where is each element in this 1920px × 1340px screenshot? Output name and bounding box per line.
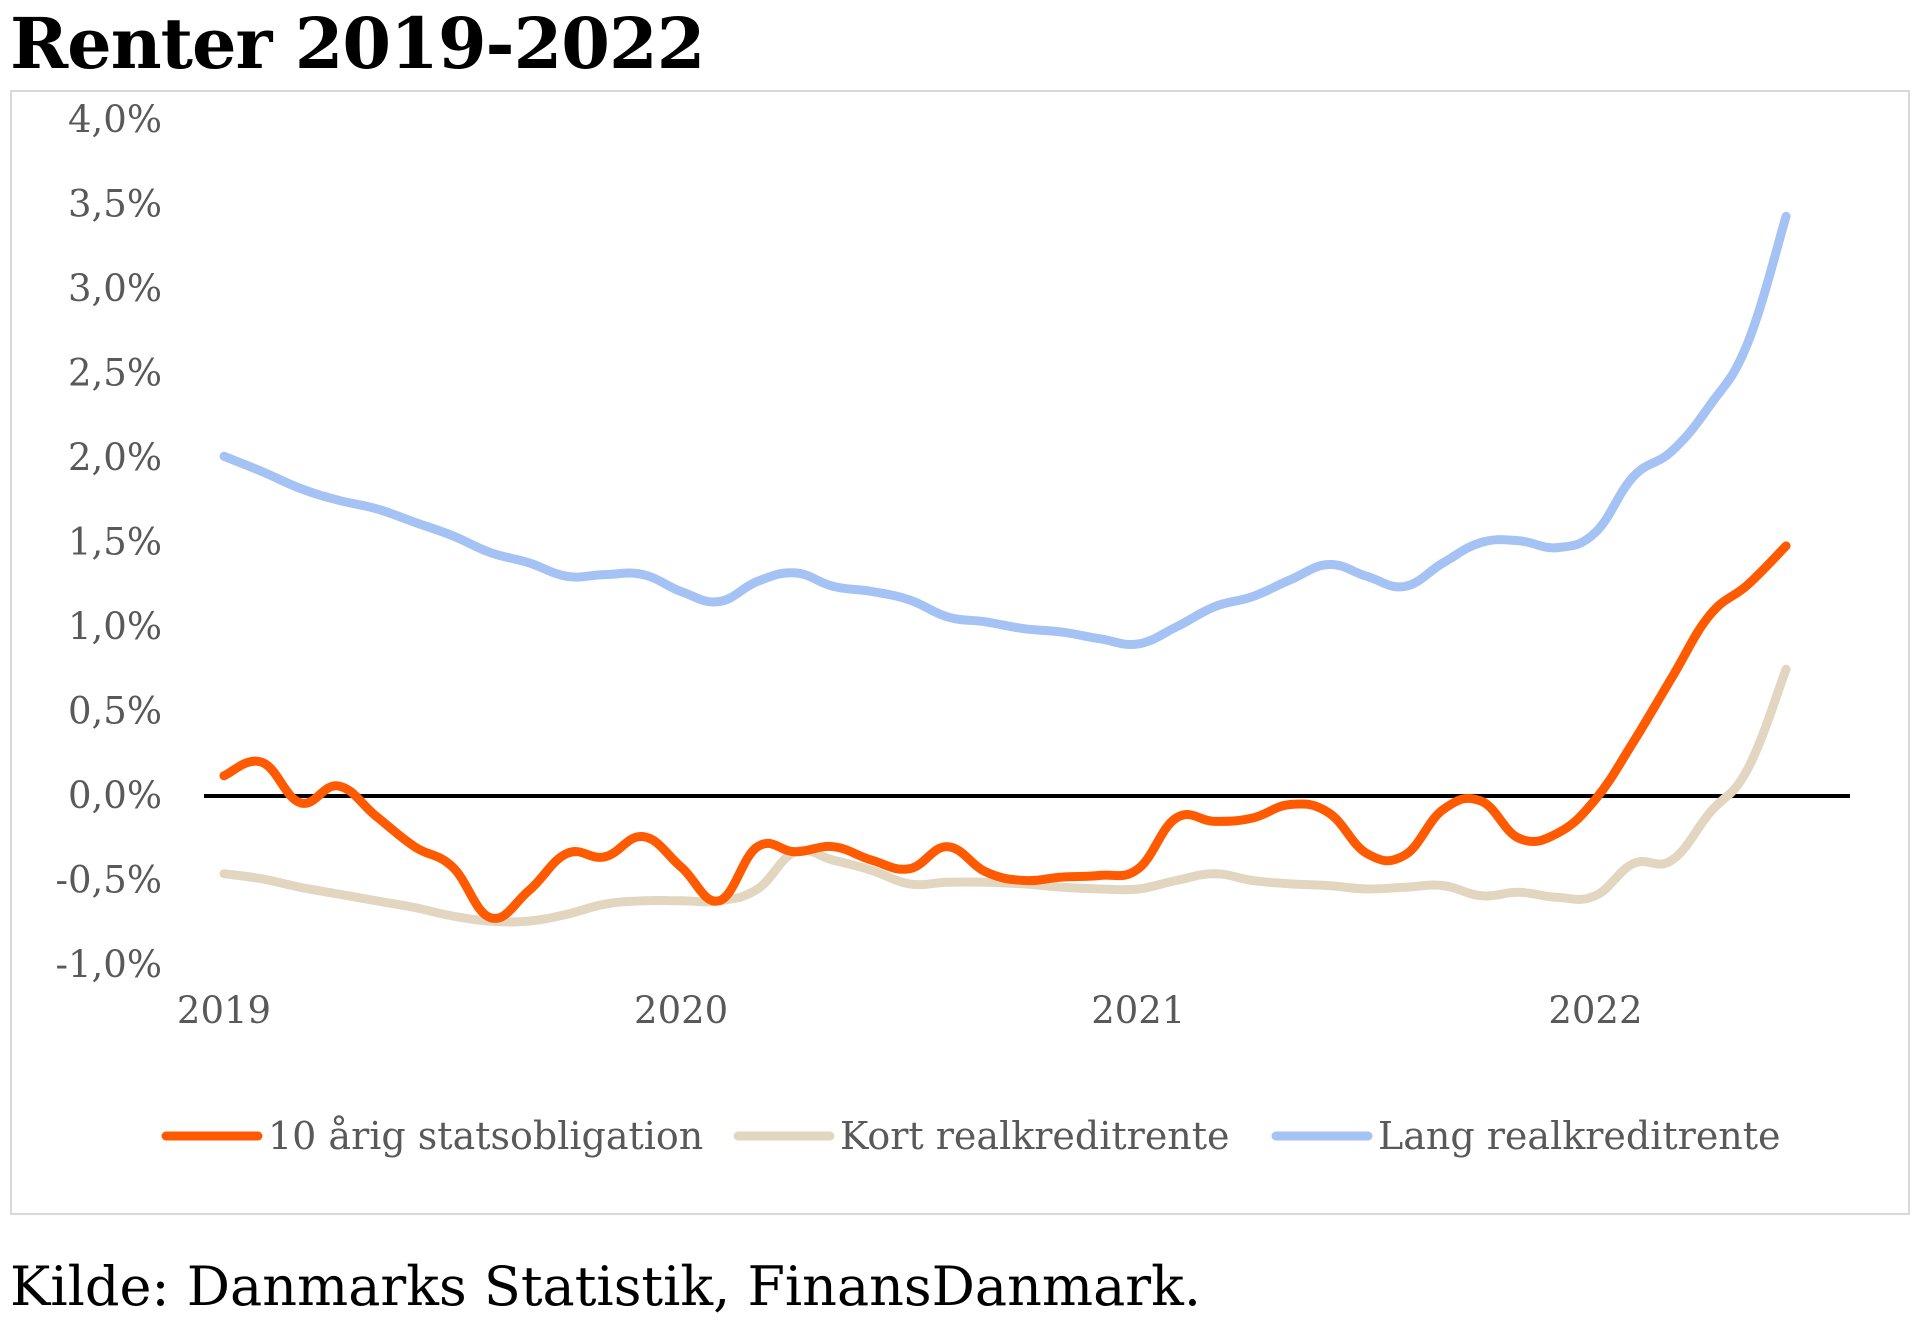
series-line-10-rig-statsobligation (219, 541, 1791, 923)
y-tick-label: 1,5% (68, 521, 162, 564)
y-tick-label: 1,0% (68, 605, 162, 648)
y-tick-label: -1,0% (55, 943, 162, 986)
x-tick-label: 2022 (1548, 989, 1642, 1032)
y-tick-label: 2,5% (68, 352, 162, 395)
x-axis: 2019 2020 2021 2022 (177, 989, 1643, 1032)
series-lines (219, 211, 1791, 927)
y-tick-label: 2,0% (68, 436, 162, 479)
y-tick-label: -0,5% (55, 859, 162, 902)
y-tick-label: 3,0% (68, 267, 162, 310)
line-chart: 4,0% 3,5% 3,0% 2,5% 2,0% 1,5% 1,0% 0,5% 0,0% -0,5… (55, 98, 1850, 1158)
legend-label: Lang realkreditrente (1378, 1114, 1781, 1158)
legend: 10 årig statsobligation Kort realkreditre… (161, 1114, 1781, 1158)
series-line-lang-realkreditrente (219, 211, 1791, 649)
y-tick-label: 0,5% (68, 690, 162, 733)
legend-item: Lang realkreditrente (1271, 1114, 1781, 1158)
x-tick-label: 2019 (177, 989, 271, 1032)
y-tick-label: 4,0% (68, 98, 162, 141)
y-tick-label: 3,5% (68, 183, 162, 226)
legend-item: 10 årig statsobligation (161, 1114, 703, 1158)
legend-label: Kort realkreditrente (840, 1114, 1230, 1158)
y-axis: 4,0% 3,5% 3,0% 2,5% 2,0% 1,5% 1,0% 0,5% 0,0% -0,5… (55, 98, 162, 986)
page-title: Renter 2019-2022 (10, 2, 705, 85)
x-tick-label: 2020 (634, 989, 728, 1032)
legend-label: 10 årig statsobligation (268, 1114, 703, 1158)
chart-frame (10, 90, 1910, 1215)
x-tick-label: 2021 (1091, 989, 1185, 1032)
source-note: Kilde: Danmarks Statistik, FinansDanmark… (10, 1255, 1202, 1318)
legend-item: Kort realkreditrente (733, 1114, 1230, 1158)
y-tick-label: 0,0% (68, 774, 162, 817)
